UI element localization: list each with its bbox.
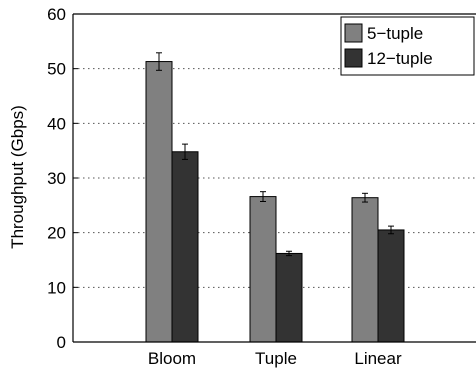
- legend-label: 5−tuple: [367, 24, 423, 43]
- y-tick-label: 0: [57, 333, 66, 352]
- y-tick-label: 30: [47, 169, 66, 188]
- x-tick-label: Tuple: [255, 349, 297, 368]
- y-tick-label: 10: [47, 278, 66, 297]
- y-tick-label: 60: [47, 5, 66, 24]
- y-tick-label: 40: [47, 114, 66, 133]
- legend: 5−tuple 12−tuple: [340, 16, 475, 76]
- x-tick-label: Bloom: [148, 349, 196, 368]
- y-axis-title: Throughput (Gbps): [8, 105, 27, 249]
- legend-label: 12−tuple: [367, 49, 433, 68]
- legend-swatch: [344, 48, 363, 68]
- bar: [351, 197, 379, 343]
- bar: [377, 229, 405, 343]
- legend-swatch: [344, 23, 363, 43]
- y-tick-label: 20: [47, 224, 66, 243]
- x-tick-label: Linear: [354, 349, 402, 368]
- bar: [145, 61, 173, 343]
- bar: [171, 151, 199, 343]
- legend-box: [340, 16, 475, 76]
- axis-layer: 0 10 20 30 40 50 60 Bloom Tuple Linear: [47, 5, 476, 368]
- bar: [249, 196, 277, 343]
- y-tick-label: 50: [47, 60, 66, 79]
- bar: [275, 252, 303, 343]
- bar-layer: [145, 52, 405, 343]
